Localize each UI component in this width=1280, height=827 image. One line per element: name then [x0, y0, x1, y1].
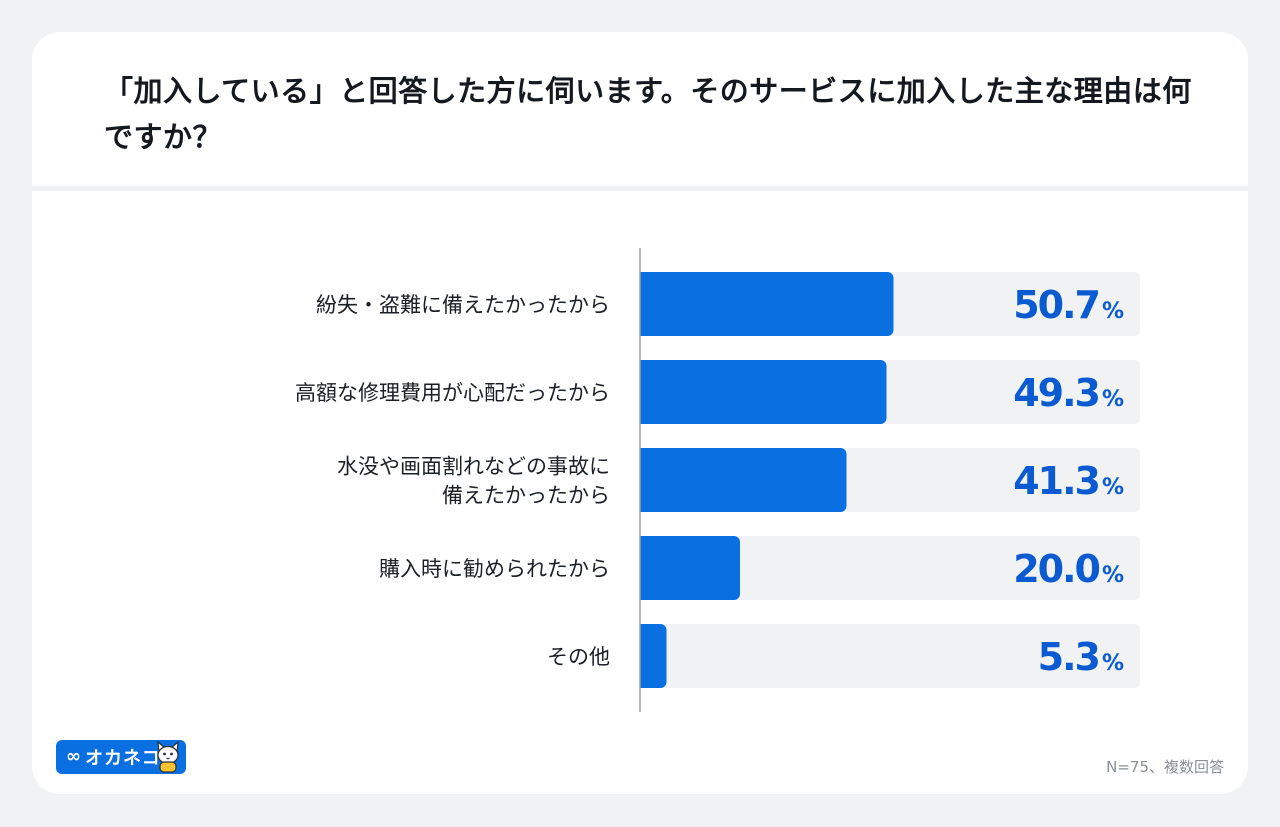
category-label: 備えたかったから: [442, 484, 610, 508]
bar-track: [640, 536, 1140, 600]
okaneko-logo: ∞ オカネコ: [56, 740, 186, 774]
data-label-number: 50.7: [1013, 283, 1099, 327]
data-label: 50.7%: [1013, 283, 1124, 327]
data-label-unit: %: [1102, 651, 1124, 676]
chart-card: 「加入している」と回答した方に伺います。そのサービスに加入した主な理由は何ですか…: [32, 32, 1248, 794]
category-label: 高額な修理費用が心配だったから: [295, 381, 610, 405]
data-label: 20.0%: [1013, 547, 1124, 591]
category-label: その他: [547, 645, 610, 669]
data-label-unit: %: [1102, 387, 1124, 412]
bar-left-edge: [640, 272, 648, 336]
bar: [640, 536, 740, 600]
bar-chart: 紛失・盗難に備えたかったから 50.7 % 高額な修理費用が心配だったから 49.3 % 水…: [295, 248, 1140, 712]
data-label-number: 49.3: [1013, 371, 1099, 415]
data-label: 5.3%: [1038, 635, 1124, 679]
chart-title: 「加入している」と回答した方に伺います。そのサービスに加入した主な理由は何ですか…: [104, 74, 1192, 154]
footnote: N=75、複数回答: [1106, 758, 1224, 776]
bar-left-edge: [640, 448, 648, 512]
bar: [640, 272, 894, 336]
cat-mascot-icon: [157, 740, 179, 773]
bar-left-edge: [640, 536, 648, 600]
category-label: 水没や画面割れなどの事故に: [337, 455, 610, 479]
data-label-unit: %: [1102, 475, 1124, 500]
data-label-number: 20.0: [1013, 547, 1099, 591]
infinity-icon: ∞: [66, 746, 81, 767]
bar: [640, 448, 847, 512]
category-label: 購入時に勧められたから: [379, 557, 610, 581]
bar-track: [640, 624, 1140, 688]
data-label-unit: %: [1102, 299, 1124, 324]
title-divider: [32, 186, 1248, 191]
data-label: 41.3%: [1013, 459, 1124, 503]
bar: [640, 360, 887, 424]
bar-left-edge: [640, 624, 648, 688]
data-label-unit: %: [1102, 563, 1124, 588]
bar-left-edge: [640, 360, 648, 424]
data-label-number: 41.3: [1013, 459, 1099, 503]
data-label-number: 5.3: [1038, 635, 1099, 679]
data-label: 49.3%: [1013, 371, 1124, 415]
category-label: 紛失・盗難に備えたかったから: [316, 293, 610, 317]
logo-text: オカネコ: [85, 748, 161, 769]
